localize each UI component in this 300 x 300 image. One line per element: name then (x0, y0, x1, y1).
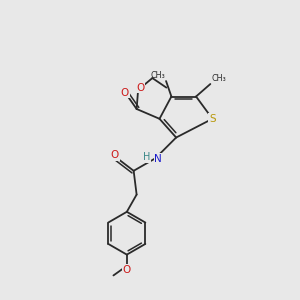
Text: CH₃: CH₃ (150, 71, 165, 80)
Text: O: O (136, 82, 145, 93)
Text: S: S (209, 114, 216, 124)
Text: N: N (154, 154, 162, 164)
Text: CH₃: CH₃ (212, 74, 226, 83)
Text: H: H (143, 152, 150, 162)
Text: O: O (121, 88, 129, 98)
Text: O: O (111, 150, 119, 161)
Text: O: O (123, 265, 131, 275)
